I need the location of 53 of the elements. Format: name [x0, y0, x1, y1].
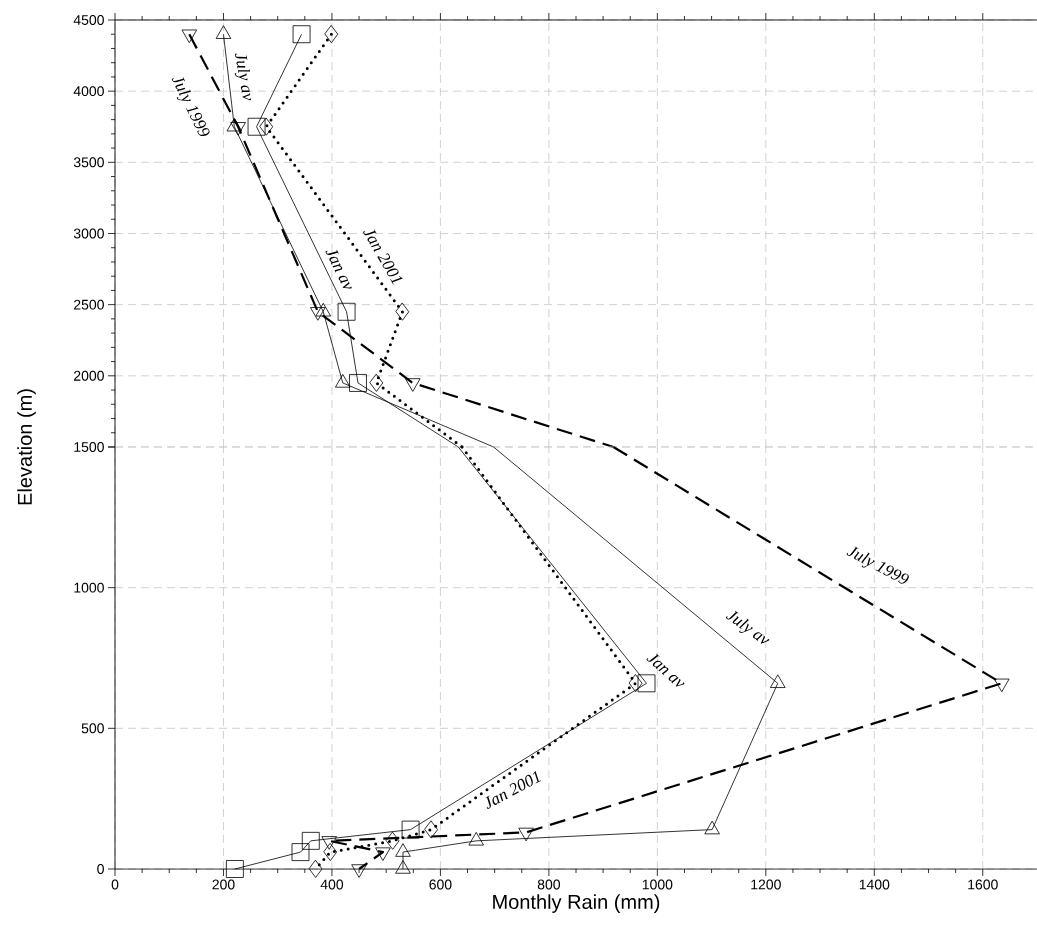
x-tick-label: 200 [212, 879, 235, 890]
x-tick-label: 1000 [642, 879, 673, 890]
y-tick-label: 2500 [74, 299, 104, 310]
annotation: July 1999 [171, 77, 210, 136]
y-tick-label: 4000 [73, 86, 104, 97]
point [704, 820, 720, 835]
point [468, 831, 484, 846]
annotation: Jan av [646, 653, 685, 687]
y-tick-label: 4500 [73, 15, 104, 25]
x-tick-label: 0 [111, 879, 119, 890]
point [395, 843, 411, 857]
y-axis-title: Elevation (m) [17, 389, 36, 505]
point [301, 831, 320, 850]
point [424, 820, 438, 839]
annotation: Jan 2001 [485, 770, 542, 809]
point [323, 843, 338, 862]
point [335, 374, 351, 388]
point [349, 374, 367, 392]
y-tick-label: 0 [97, 864, 104, 874]
y-tick-label: 2000 [74, 370, 104, 381]
point [337, 302, 356, 321]
point [369, 374, 384, 392]
point [628, 674, 643, 693]
x-tick-label: 1400 [859, 879, 890, 890]
y-tick-label: 500 [81, 723, 104, 734]
x-tick-label: 1200 [751, 879, 781, 890]
point [385, 831, 400, 850]
annotation: Jan av [325, 249, 352, 289]
point [291, 843, 310, 862]
x-axis-title: Monthly Rain (mm) [493, 894, 660, 913]
point [395, 860, 411, 874]
point [292, 25, 311, 44]
y-tick-label: 1500 [74, 442, 104, 452]
y-tick-label: 3500 [73, 157, 104, 168]
x-tick-label: 600 [429, 879, 452, 890]
y-tick-label: 1000 [74, 582, 104, 593]
point [308, 860, 323, 878]
x-tick-label: 1600 [968, 879, 998, 890]
point [637, 674, 656, 693]
x-tick-label: 400 [320, 879, 344, 890]
annotation: July 1999 [846, 546, 909, 584]
point [315, 302, 332, 317]
point [993, 678, 1010, 693]
y-tick-label: 3000 [73, 228, 104, 239]
point [401, 820, 420, 839]
point [225, 860, 244, 878]
point [259, 117, 274, 136]
x-tick-label: 800 [537, 879, 561, 890]
point [324, 25, 339, 44]
annotation: July av [234, 53, 252, 101]
point [247, 117, 266, 136]
annotation: July av [725, 610, 770, 644]
point [395, 302, 410, 321]
